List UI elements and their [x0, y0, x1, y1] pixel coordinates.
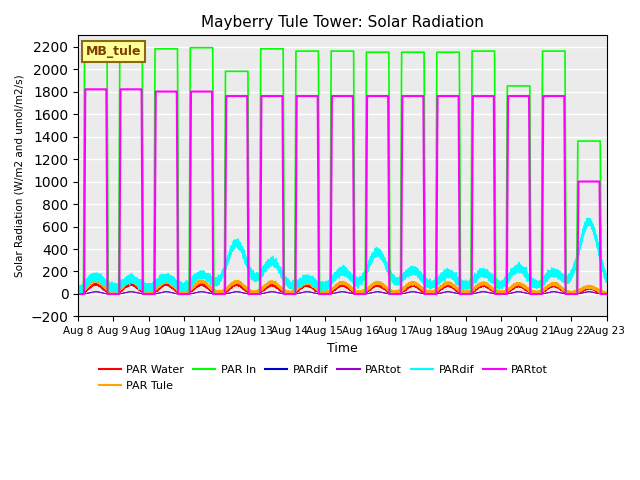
Legend: PAR Water, PAR Tule, PAR In, PARdif, PARtot, PARdif, PARtot: PAR Water, PAR Tule, PAR In, PARdif, PAR… [94, 361, 552, 395]
X-axis label: Time: Time [327, 342, 358, 355]
Y-axis label: Solar Radiation (W/m2 and umol/m2/s): Solar Radiation (W/m2 and umol/m2/s) [15, 74, 25, 277]
Title: Mayberry Tule Tower: Solar Radiation: Mayberry Tule Tower: Solar Radiation [201, 15, 484, 30]
Text: MB_tule: MB_tule [86, 45, 141, 58]
